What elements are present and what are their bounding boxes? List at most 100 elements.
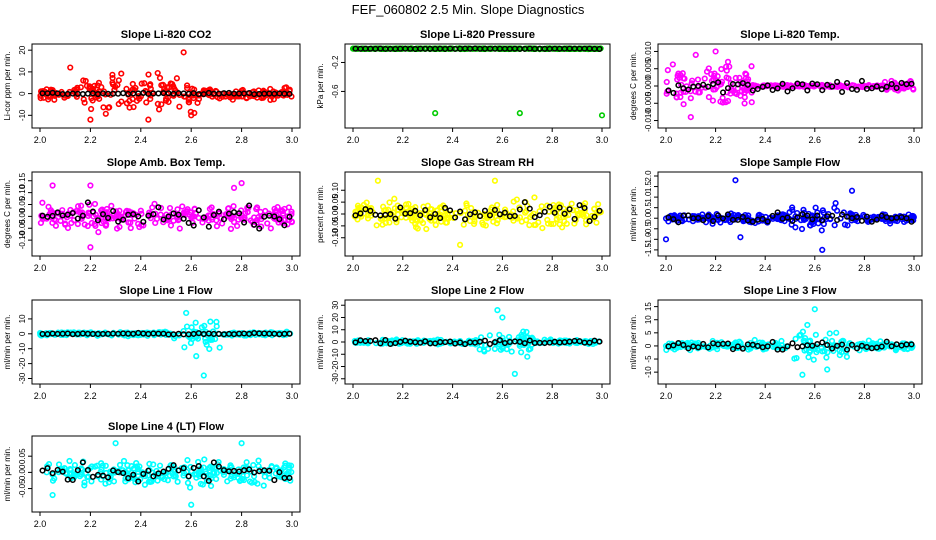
data-point xyxy=(709,97,716,104)
overlay-point xyxy=(888,80,895,88)
data-point xyxy=(239,475,246,483)
plot-title: Slope Line 4 (LT) Flow xyxy=(108,421,224,433)
overlay-point xyxy=(447,207,454,214)
data-point xyxy=(437,211,444,218)
data-point xyxy=(382,219,389,227)
data-point xyxy=(833,329,840,336)
y-axis-label: degrees C per min. xyxy=(629,52,638,120)
x-tick-label: 2.0 xyxy=(660,391,673,401)
data-point xyxy=(482,222,489,229)
overlay-point xyxy=(94,471,102,479)
overlay-point xyxy=(210,90,217,97)
data-point xyxy=(136,95,143,102)
plot-title: Slope Gas Stream RH xyxy=(421,157,534,169)
data-point xyxy=(476,346,483,353)
data-point xyxy=(908,344,915,351)
overlay-point xyxy=(115,218,122,225)
overlay-point xyxy=(764,218,771,225)
overlay-point xyxy=(705,344,712,351)
data-point xyxy=(203,341,210,348)
overlay-point xyxy=(829,83,836,90)
outlier-point xyxy=(188,112,195,119)
data-point xyxy=(438,204,445,211)
data-point xyxy=(242,210,249,217)
data-point xyxy=(106,104,113,111)
outlier-point xyxy=(524,353,531,360)
data-point xyxy=(881,78,889,86)
plot-frame xyxy=(31,171,301,257)
outlier-point xyxy=(687,113,694,121)
outlier-point xyxy=(811,306,818,313)
data-point xyxy=(253,205,260,213)
data-point xyxy=(695,89,702,96)
data-point xyxy=(158,82,165,89)
x-tick-label: 2.0 xyxy=(347,263,360,273)
x-tick-label: 2.8 xyxy=(858,391,871,401)
data-point xyxy=(287,477,294,484)
overlay-point xyxy=(215,463,222,470)
overlay-point xyxy=(814,212,821,219)
data-point xyxy=(147,81,154,88)
data-point xyxy=(380,203,387,210)
overlay-point xyxy=(230,209,238,216)
x-tick-label: 2.4 xyxy=(759,391,772,401)
outlier-point xyxy=(432,110,439,117)
plot-frame xyxy=(31,43,301,129)
overlay-point xyxy=(251,469,258,476)
overlay-point xyxy=(744,81,751,88)
overlay-point xyxy=(392,215,399,222)
data-point xyxy=(503,346,510,353)
overlay-point xyxy=(794,344,801,351)
overlay-point xyxy=(84,90,91,97)
data-point xyxy=(718,65,725,73)
x-tick-label: 2.6 xyxy=(185,519,198,529)
data-point xyxy=(550,220,557,228)
overlay-point xyxy=(135,478,142,485)
data-point xyxy=(549,45,556,52)
data-point xyxy=(680,101,687,108)
data-point xyxy=(216,344,223,351)
overlay-point xyxy=(200,214,207,221)
data-point xyxy=(109,79,116,86)
data-point xyxy=(81,99,88,106)
data-point xyxy=(138,80,145,87)
data-point xyxy=(364,215,372,222)
data-point xyxy=(213,223,221,230)
data-point xyxy=(508,348,515,355)
overlay-point xyxy=(54,466,61,473)
x-tick-label: 3.0 xyxy=(286,391,299,401)
x-tick-label: 3.0 xyxy=(596,263,609,273)
y-tick-label: 0.10 xyxy=(331,182,340,198)
data-point xyxy=(91,82,98,89)
x-tick-label: 2.8 xyxy=(858,135,871,145)
outlier-point xyxy=(213,318,220,325)
y-tick-label: 0.15 xyxy=(18,172,27,188)
y-tick-label: 0.00 xyxy=(18,464,27,480)
overlay-point xyxy=(824,341,831,349)
plot-frame xyxy=(657,171,923,257)
data-point xyxy=(95,229,102,236)
overlay-point xyxy=(665,87,672,94)
outlier-point xyxy=(49,491,56,499)
outlier-point xyxy=(238,440,245,447)
overlay-point xyxy=(675,219,682,226)
data-point xyxy=(74,220,81,228)
data-point xyxy=(577,209,585,217)
outlier-point xyxy=(511,370,518,377)
overlay-point xyxy=(496,211,503,218)
data-point xyxy=(225,205,232,212)
data-point xyxy=(113,225,121,232)
page-title: FEF_060802 2.5 Min. Slope Diagnostics xyxy=(351,2,585,17)
x-tick-label: 2.0 xyxy=(34,263,47,273)
data-point xyxy=(241,216,248,223)
overlay-point xyxy=(195,91,202,98)
overlay-point xyxy=(809,216,816,223)
y-tick-label: -5 xyxy=(644,355,653,363)
data-point xyxy=(669,61,676,68)
plot-frame xyxy=(31,435,301,513)
data-point xyxy=(78,209,86,216)
data-point xyxy=(831,222,838,229)
overlay-point xyxy=(789,340,796,347)
data-point xyxy=(115,210,122,218)
